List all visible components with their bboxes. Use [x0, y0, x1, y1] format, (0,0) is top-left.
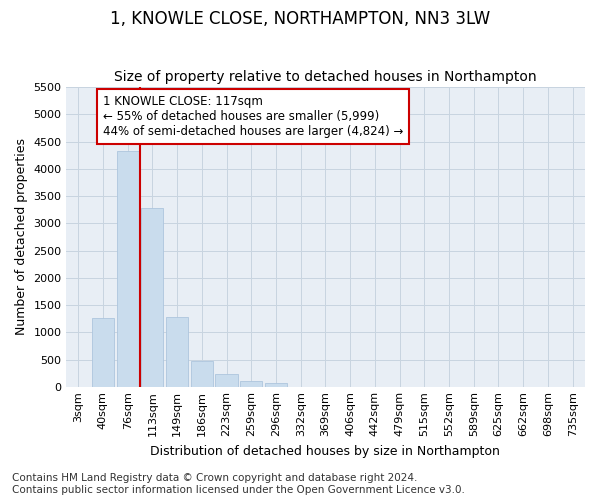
Text: 1 KNOWLE CLOSE: 117sqm
← 55% of detached houses are smaller (5,999)
44% of semi-: 1 KNOWLE CLOSE: 117sqm ← 55% of detached… [103, 95, 403, 138]
Text: 1, KNOWLE CLOSE, NORTHAMPTON, NN3 3LW: 1, KNOWLE CLOSE, NORTHAMPTON, NN3 3LW [110, 10, 490, 28]
Bar [92, 318, 114, 387]
Y-axis label: Number of detached properties: Number of detached properties [15, 138, 28, 336]
Bar [265, 383, 287, 387]
Bar [116, 151, 139, 387]
Bar [166, 317, 188, 387]
Bar [215, 374, 238, 387]
Bar [141, 208, 163, 387]
Title: Size of property relative to detached houses in Northampton: Size of property relative to detached ho… [114, 70, 537, 85]
X-axis label: Distribution of detached houses by size in Northampton: Distribution of detached houses by size … [151, 444, 500, 458]
Bar [240, 382, 262, 387]
Text: Contains HM Land Registry data © Crown copyright and database right 2024.
Contai: Contains HM Land Registry data © Crown c… [12, 474, 465, 495]
Bar [191, 360, 213, 387]
